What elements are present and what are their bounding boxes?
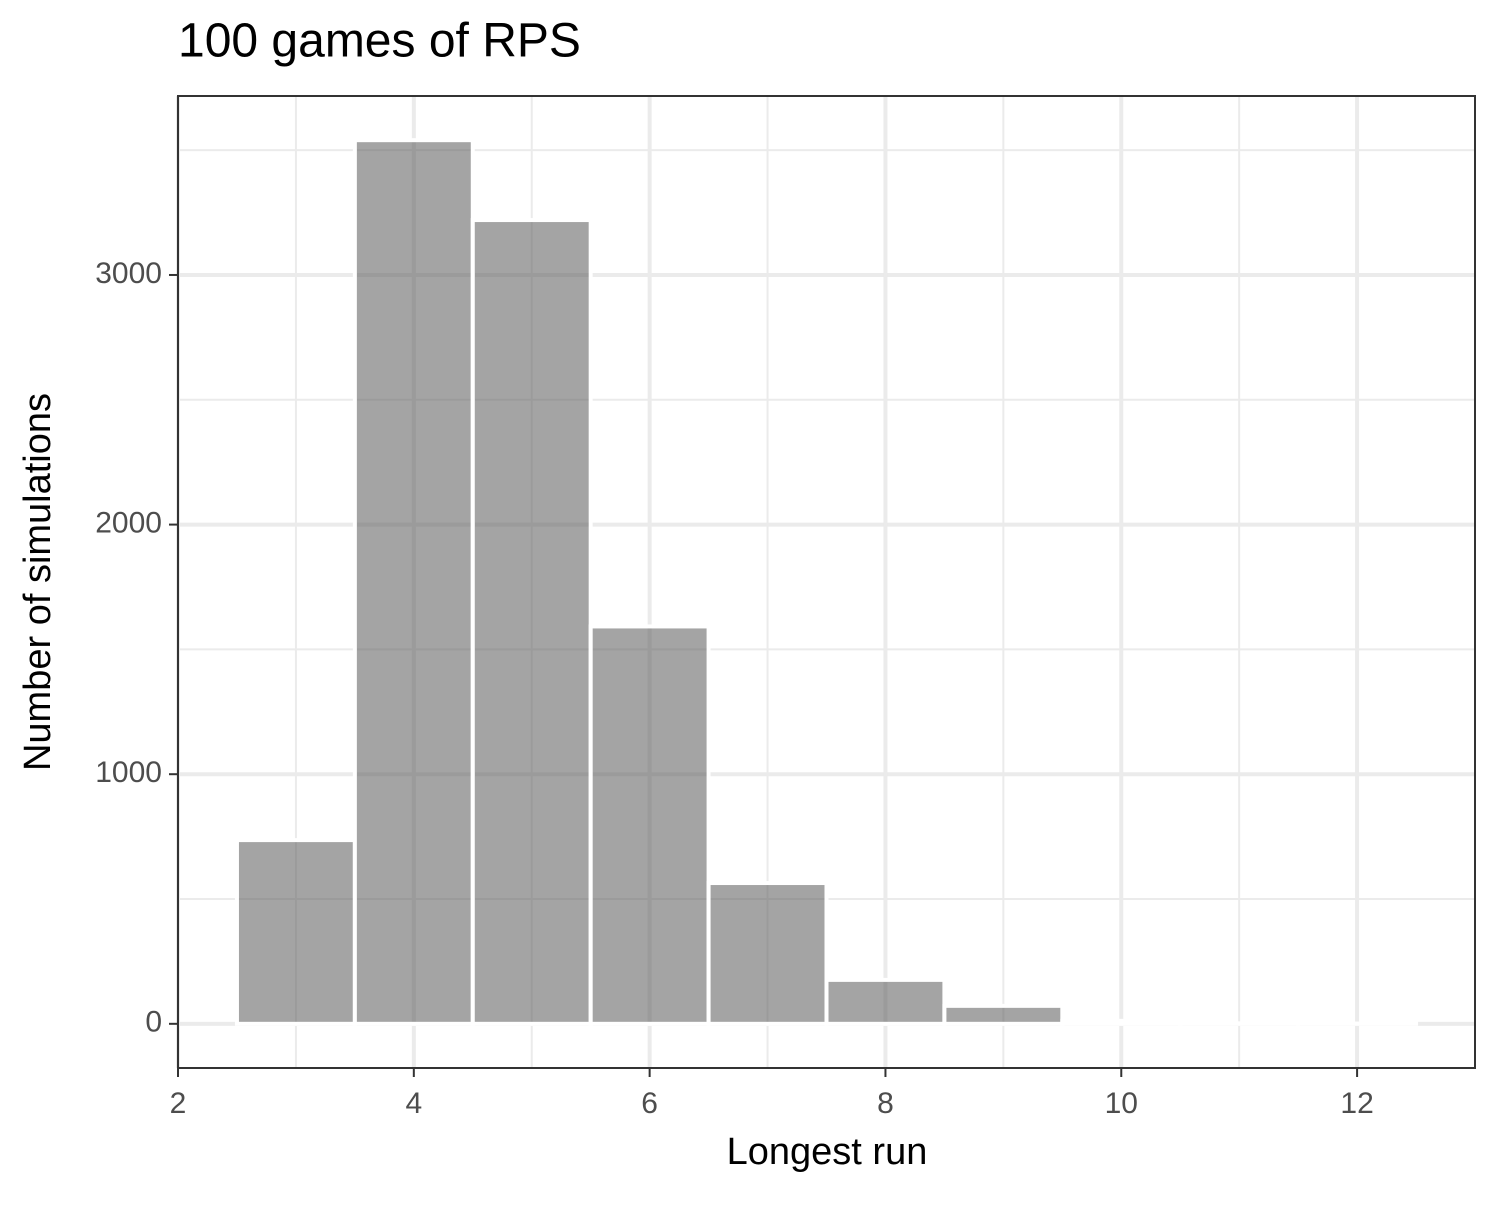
y-tick-label: 2000 — [95, 507, 162, 540]
bar — [827, 980, 945, 1024]
x-tick-label: 6 — [641, 1087, 658, 1120]
x-tick-label: 8 — [877, 1087, 894, 1120]
bar — [709, 883, 827, 1024]
x-tick-label: 10 — [1105, 1087, 1138, 1120]
bar — [237, 840, 355, 1024]
x-tick-label: 12 — [1340, 1087, 1373, 1120]
y-tick-label: 3000 — [95, 257, 162, 290]
bar — [355, 140, 473, 1024]
bar — [944, 1006, 1062, 1024]
y-tick-label: 1000 — [95, 756, 162, 789]
y-tick-label: 0 — [145, 1006, 162, 1039]
chart-title: 100 games of RPS — [178, 15, 581, 68]
y-axis-title: Number of simulations — [17, 393, 59, 771]
x-tick-label: 2 — [170, 1087, 187, 1120]
bar — [1062, 1021, 1180, 1024]
bar — [473, 220, 591, 1024]
x-axis-title: Longest run — [727, 1131, 928, 1173]
bar — [591, 626, 709, 1023]
x-tick-label: 4 — [405, 1087, 422, 1120]
